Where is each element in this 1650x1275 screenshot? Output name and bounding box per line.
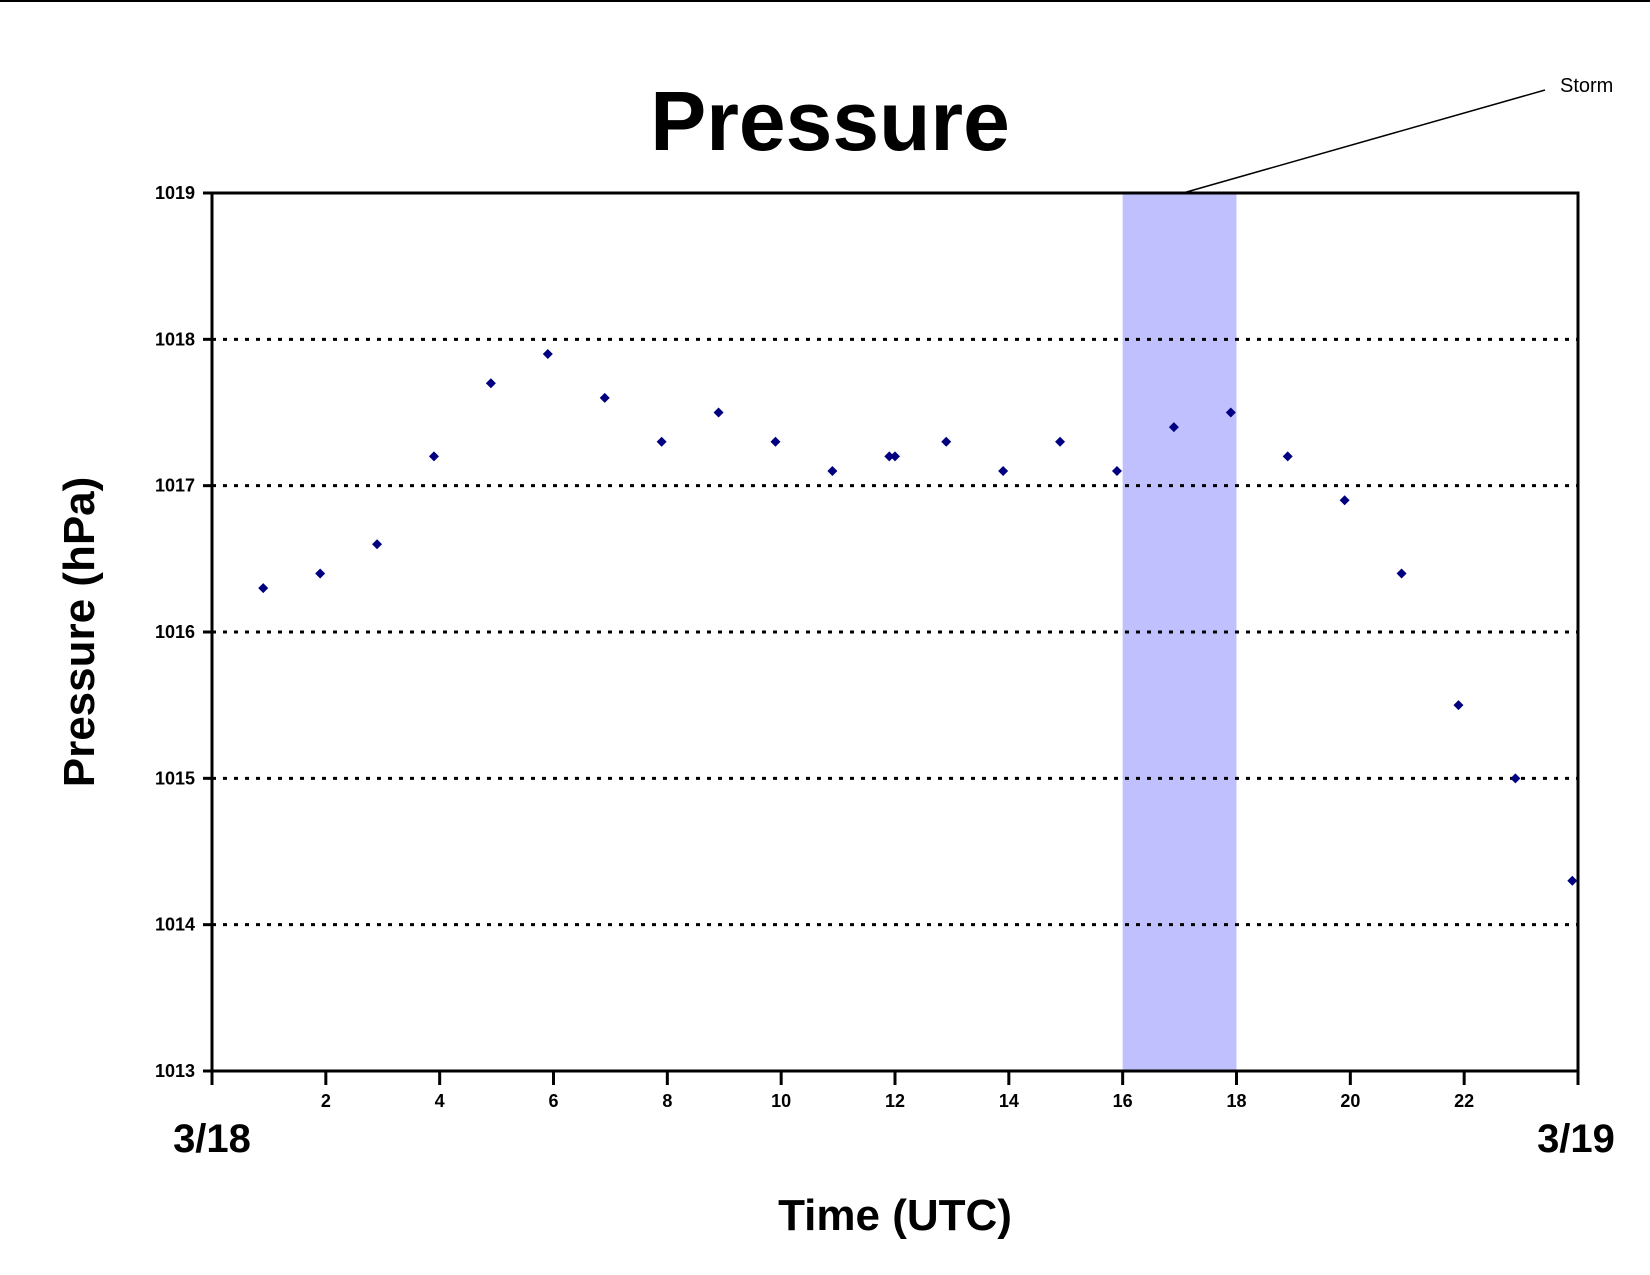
data-point [713,407,724,418]
data-point [485,378,496,389]
x-tick-label: 14 [999,1091,1019,1111]
data-point [258,583,269,594]
x-axis-title: Time (UTC) [778,1191,1012,1240]
y-tick-label: 1019 [155,183,195,203]
chart-title: Pressure [650,74,1010,168]
top-border-line [0,0,1650,2]
data-point [770,436,781,447]
data-point [827,466,838,477]
y-tick-label: 1018 [155,329,195,349]
data-point [315,568,326,579]
x-tick-label: 6 [548,1091,558,1111]
data-point [1453,700,1464,711]
data-point [1111,466,1122,477]
data-point [599,392,610,403]
y-axis-title: Pressure (hPa) [55,477,104,788]
x-tick-label: 10 [771,1091,791,1111]
data-point [1567,875,1578,886]
data-point [884,451,895,462]
x-tick-label: 8 [662,1091,672,1111]
data-point [1282,451,1293,462]
y-tick-label: 1014 [155,915,195,935]
data-point [656,436,667,447]
x-tick-label: 18 [1226,1091,1246,1111]
data-point [1339,495,1350,506]
x-tick-label: 16 [1113,1091,1133,1111]
data-point [372,539,383,550]
storm-annotation-leader [1182,89,1546,194]
x-tick-label: 20 [1340,1091,1360,1111]
y-tick-label: 1016 [155,622,195,642]
data-point [1510,773,1521,784]
data-point [998,466,1009,477]
data-point [1168,422,1179,433]
data-point [428,451,439,462]
y-tick-label: 1017 [155,476,195,496]
data-point [1396,568,1407,579]
storm-annotation-label: Storm [1560,75,1613,97]
data-point [542,348,553,359]
x-tick-label: 2 [321,1091,331,1111]
x-tick-label: 4 [435,1091,445,1111]
data-point [890,451,900,462]
x-tick-label: 12 [885,1091,905,1111]
end-date-label: 3/19 [1537,1117,1615,1161]
start-date-label: 3/18 [173,1117,251,1161]
x-tick-label: 22 [1454,1091,1474,1111]
storm-shaded-region [1122,193,1237,1071]
data-point [1225,407,1236,418]
data-point [1055,436,1066,447]
y-tick-label: 1015 [155,768,195,788]
data-point [941,436,952,447]
y-tick-label: 1013 [155,1061,195,1081]
